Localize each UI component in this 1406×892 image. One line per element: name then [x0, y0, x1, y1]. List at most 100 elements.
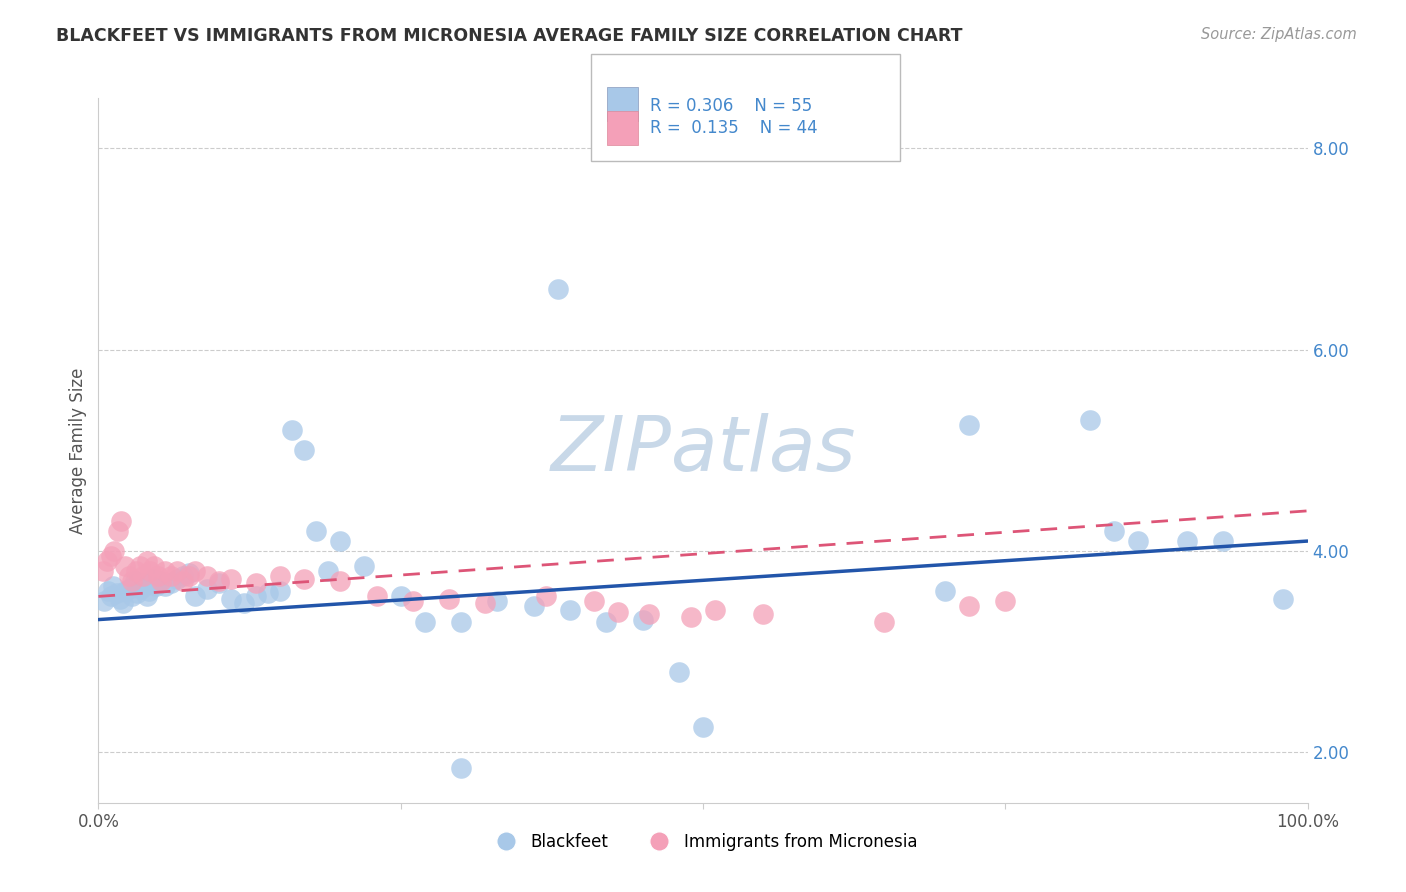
- Point: [100, 590, 122, 604]
- Point: [103, 544, 125, 558]
- Point: [166, 572, 188, 586]
- Point: [146, 569, 169, 583]
- Point: [679, 609, 702, 624]
- Point: [704, 602, 727, 616]
- Point: [221, 592, 243, 607]
- Point: [179, 569, 201, 583]
- Point: [208, 576, 231, 591]
- Point: [107, 524, 129, 538]
- Point: [150, 574, 173, 589]
- Point: [110, 514, 132, 528]
- Text: ZIPatlas: ZIPatlas: [550, 414, 856, 487]
- Point: [402, 594, 425, 608]
- Point: [994, 594, 1017, 608]
- Point: [1212, 534, 1234, 549]
- Point: [1128, 534, 1150, 549]
- Point: [269, 569, 291, 583]
- Point: [269, 584, 291, 599]
- Point: [121, 590, 143, 604]
- Point: [329, 534, 352, 549]
- Point: [221, 572, 243, 586]
- Point: [138, 584, 160, 599]
- Point: [547, 282, 569, 296]
- Point: [108, 592, 131, 607]
- Point: [179, 566, 201, 581]
- Point: [153, 579, 176, 593]
- Text: R = 0.306    N = 55: R = 0.306 N = 55: [650, 97, 811, 115]
- Point: [245, 590, 267, 604]
- Point: [111, 597, 134, 611]
- Point: [292, 443, 315, 458]
- Point: [292, 572, 315, 586]
- Text: R =  0.135    N = 44: R = 0.135 N = 44: [650, 120, 817, 137]
- Point: [389, 590, 412, 604]
- Point: [135, 554, 157, 568]
- Point: [1272, 592, 1295, 607]
- Point: [437, 592, 460, 607]
- Point: [145, 579, 167, 593]
- Point: [91, 564, 114, 578]
- Point: [1078, 413, 1101, 427]
- Point: [281, 423, 304, 437]
- Point: [97, 584, 120, 599]
- Point: [135, 590, 157, 604]
- Point: [934, 584, 956, 599]
- Point: [957, 599, 980, 614]
- Text: Source: ZipAtlas.com: Source: ZipAtlas.com: [1201, 27, 1357, 42]
- Point: [195, 582, 218, 597]
- Point: [125, 564, 148, 578]
- Point: [305, 524, 328, 538]
- Point: [166, 564, 188, 578]
- Point: [118, 569, 141, 583]
- Point: [148, 574, 170, 589]
- Point: [637, 607, 659, 621]
- Point: [523, 599, 546, 614]
- Point: [172, 574, 194, 589]
- Point: [232, 597, 254, 611]
- Point: [413, 615, 436, 629]
- Point: [96, 554, 118, 568]
- Point: [631, 613, 654, 627]
- Point: [118, 582, 141, 597]
- Point: [534, 590, 557, 604]
- Point: [184, 590, 207, 604]
- Point: [105, 586, 128, 600]
- Point: [143, 559, 166, 574]
- Point: [142, 572, 165, 586]
- Point: [256, 586, 278, 600]
- Point: [353, 559, 375, 574]
- Point: [873, 615, 896, 629]
- Point: [595, 615, 617, 629]
- Point: [160, 569, 183, 583]
- Point: [121, 574, 143, 589]
- Point: [450, 760, 472, 774]
- Point: [208, 574, 231, 589]
- Y-axis label: Average Family Size: Average Family Size: [69, 368, 87, 533]
- Point: [153, 564, 176, 578]
- Point: [93, 594, 115, 608]
- Point: [160, 576, 183, 591]
- Point: [184, 564, 207, 578]
- Point: [132, 569, 155, 583]
- Point: [486, 594, 509, 608]
- Point: [558, 602, 581, 616]
- Point: [316, 564, 339, 578]
- Point: [195, 569, 218, 583]
- Point: [329, 574, 352, 589]
- Point: [100, 549, 122, 564]
- Point: [124, 574, 146, 589]
- Point: [366, 590, 388, 604]
- Point: [583, 594, 606, 608]
- Legend: Blackfeet, Immigrants from Micronesia: Blackfeet, Immigrants from Micronesia: [482, 827, 924, 858]
- Point: [134, 576, 156, 591]
- Point: [692, 720, 714, 734]
- Point: [1175, 534, 1198, 549]
- Point: [957, 418, 980, 433]
- Point: [114, 559, 136, 574]
- Point: [127, 586, 149, 600]
- Point: [128, 559, 150, 574]
- Point: [752, 607, 775, 621]
- Point: [139, 564, 162, 578]
- Point: [114, 584, 136, 599]
- Point: [1102, 524, 1125, 538]
